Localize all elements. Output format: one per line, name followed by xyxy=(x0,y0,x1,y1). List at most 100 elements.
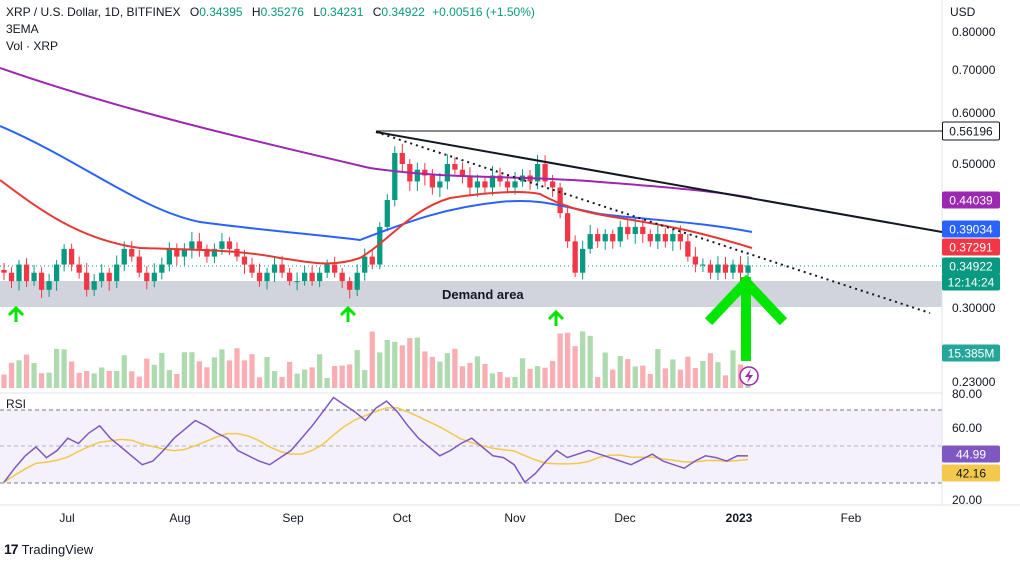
candle-body xyxy=(8,272,15,282)
candle-body xyxy=(196,241,203,249)
high-label: H xyxy=(251,5,261,19)
volume-tag: 15.385M xyxy=(942,344,1000,362)
volume-bar xyxy=(640,365,646,388)
volume-bar xyxy=(534,366,541,388)
volume-bar xyxy=(362,369,368,388)
volume-bar xyxy=(61,349,67,388)
indicator-ema-label[interactable]: 3EMA xyxy=(6,22,39,36)
volume-bar xyxy=(407,338,413,388)
symbol-title[interactable]: XRP / U.S. Dollar, 1D, BITFINEX xyxy=(6,5,181,19)
volume-bar xyxy=(437,361,443,388)
volume-bar xyxy=(595,377,601,388)
candles[interactable] xyxy=(1,143,751,299)
candle-body xyxy=(339,272,345,282)
price-tick: 0.23000 xyxy=(952,375,996,389)
rsi-label[interactable]: RSI xyxy=(6,397,27,411)
candle-body xyxy=(685,241,691,257)
volume-bar xyxy=(587,335,593,388)
price-tick: 0.50000 xyxy=(952,157,996,171)
candle-body xyxy=(211,248,218,257)
candle-body xyxy=(580,248,586,273)
candle-body xyxy=(23,264,30,282)
candle-body xyxy=(114,264,120,282)
volume-bar xyxy=(542,367,548,388)
volume-bar xyxy=(189,352,195,388)
volume-bar xyxy=(8,362,15,388)
candle-body xyxy=(632,226,638,235)
candle-body xyxy=(482,181,488,188)
lightning-icon[interactable] xyxy=(739,366,759,386)
volume-bar xyxy=(324,377,330,388)
volume-bar xyxy=(84,371,90,388)
candle-body xyxy=(159,264,165,273)
volume-bar xyxy=(256,377,263,388)
rsi-tick: 60.00 xyxy=(952,421,983,435)
volume-bar xyxy=(241,360,248,388)
volume-bar xyxy=(226,360,233,388)
candle-body xyxy=(414,169,420,182)
change-value: +0.00516 (+1.50%) xyxy=(432,5,535,19)
candle-body xyxy=(279,264,285,273)
candle-body xyxy=(324,264,330,273)
volume-bar xyxy=(76,372,82,388)
candle-body xyxy=(640,226,646,235)
candle-body xyxy=(437,181,443,188)
volume-bar xyxy=(249,354,255,388)
time-tick: Oct xyxy=(392,511,412,525)
tradingview-logo[interactable]: 17 TradingView xyxy=(4,541,93,557)
volume-bar xyxy=(572,346,578,388)
low-value: 0.34231 xyxy=(320,5,364,19)
candle-body xyxy=(181,248,187,257)
time-tick-year: 2023 xyxy=(725,511,753,525)
volume-bar xyxy=(279,376,285,388)
tradingview-logo-text: TradingView xyxy=(21,541,94,557)
ema-long-line xyxy=(0,67,753,199)
candle-body xyxy=(715,264,721,273)
indicator-volume-label[interactable]: Vol · XRP xyxy=(6,39,59,53)
price-tick: 0.80000 xyxy=(952,25,996,39)
volume-bars xyxy=(1,331,751,388)
candle-body xyxy=(730,264,736,273)
volume-bar xyxy=(452,348,458,388)
volume-bar xyxy=(121,355,127,388)
volume-bar xyxy=(722,375,729,388)
candle-body xyxy=(444,164,451,182)
volume-bar xyxy=(196,361,203,388)
candle-body xyxy=(332,264,338,273)
volume-bar xyxy=(384,339,390,388)
volume-bar xyxy=(422,351,428,388)
candle-body xyxy=(610,234,616,242)
candle-body xyxy=(662,234,668,242)
small-arrow-3 xyxy=(547,309,565,326)
ema-short-price-tag: 0.37291 xyxy=(942,238,1000,256)
solid-resistance-trendline xyxy=(375,131,943,233)
volume-bar xyxy=(234,348,240,388)
close-value: 0.34922 xyxy=(381,5,425,19)
close-label: C xyxy=(372,5,382,19)
volume-bar xyxy=(211,357,218,388)
candle-body xyxy=(46,281,52,290)
candle-body xyxy=(572,241,578,273)
candle-body xyxy=(707,264,714,273)
candle-body xyxy=(565,213,571,242)
candle-body xyxy=(422,169,428,176)
volume-bar xyxy=(392,341,398,388)
candle-body xyxy=(557,187,563,214)
countdown-tag: 12:14:24 xyxy=(942,273,1000,291)
price-tick: 0.70000 xyxy=(952,63,996,77)
rsi-line xyxy=(3,396,749,484)
candle-body xyxy=(249,264,255,273)
volume-bar xyxy=(399,345,405,388)
volume-bar xyxy=(114,370,120,388)
volume-bar xyxy=(166,370,172,388)
volume-bar xyxy=(489,373,496,388)
volume-bar xyxy=(504,377,511,388)
small-arrow-1 xyxy=(7,305,25,322)
candle-body xyxy=(256,272,263,282)
candle-body xyxy=(392,152,398,201)
volume-bar xyxy=(339,365,345,388)
candle-body xyxy=(294,281,300,283)
candle-body xyxy=(700,264,706,266)
volume-bar xyxy=(181,352,187,388)
